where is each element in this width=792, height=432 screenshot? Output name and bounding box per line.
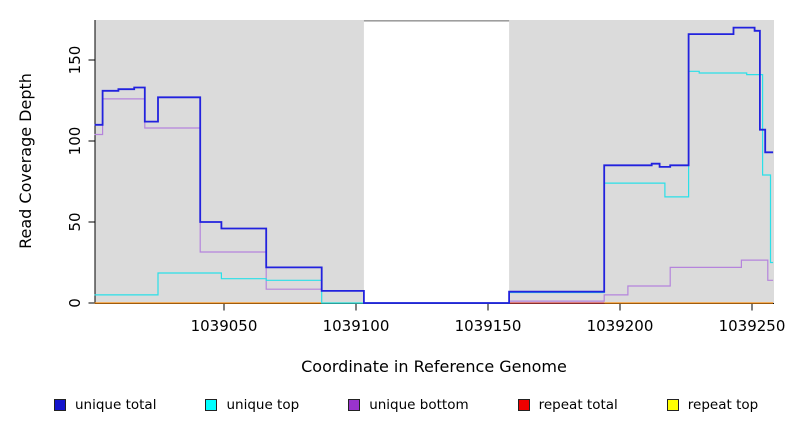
x-tick-label: 1039150 (455, 317, 522, 335)
series-path (94, 26, 774, 304)
legend-item-repeat-total: repeat total (517, 397, 618, 413)
gap-band-white (363, 20, 510, 304)
y-axis-ticks (88, 59, 95, 304)
y-tick-label: 100 (66, 127, 84, 156)
x-tick-label: 1039200 (587, 317, 654, 335)
y-tick-label: 0 (66, 298, 84, 308)
legend-label: repeat top (687, 397, 759, 413)
series-lines (94, 26, 774, 304)
legend-item-unique-top: unique top (205, 397, 299, 413)
y-tick-label: 50 (66, 212, 84, 231)
legend-item-unique-bottom: unique bottom (348, 397, 469, 413)
legend-item-repeat-top: repeat top (666, 397, 759, 413)
legend: unique total unique top unique bottom re… (54, 397, 792, 413)
legend-swatch-unique-top (205, 399, 218, 411)
x-tick-label: 1039050 (191, 317, 258, 335)
x-tick-label: 1039100 (323, 317, 390, 335)
legend-swatch-repeat-total (517, 399, 530, 411)
legend-label: unique total (75, 397, 157, 413)
legend-swatch-unique-bottom (348, 399, 361, 411)
x-tick-label: 1039250 (719, 317, 786, 335)
legend-label: unique top (226, 397, 300, 413)
legend-swatch-unique-total (54, 399, 66, 411)
x-axis-ticks (223, 303, 753, 311)
legend-item-unique-total: unique total (54, 397, 156, 413)
legend-label: repeat total (538, 397, 618, 413)
y-tick-label: 150 (66, 46, 84, 75)
x-axis-title: Coordinate in Reference Genome (301, 357, 567, 376)
legend-label: unique bottom (369, 397, 469, 413)
y-axis-title: Read Coverage Depth (16, 73, 35, 249)
legend-swatch-repeat-top (666, 399, 679, 411)
